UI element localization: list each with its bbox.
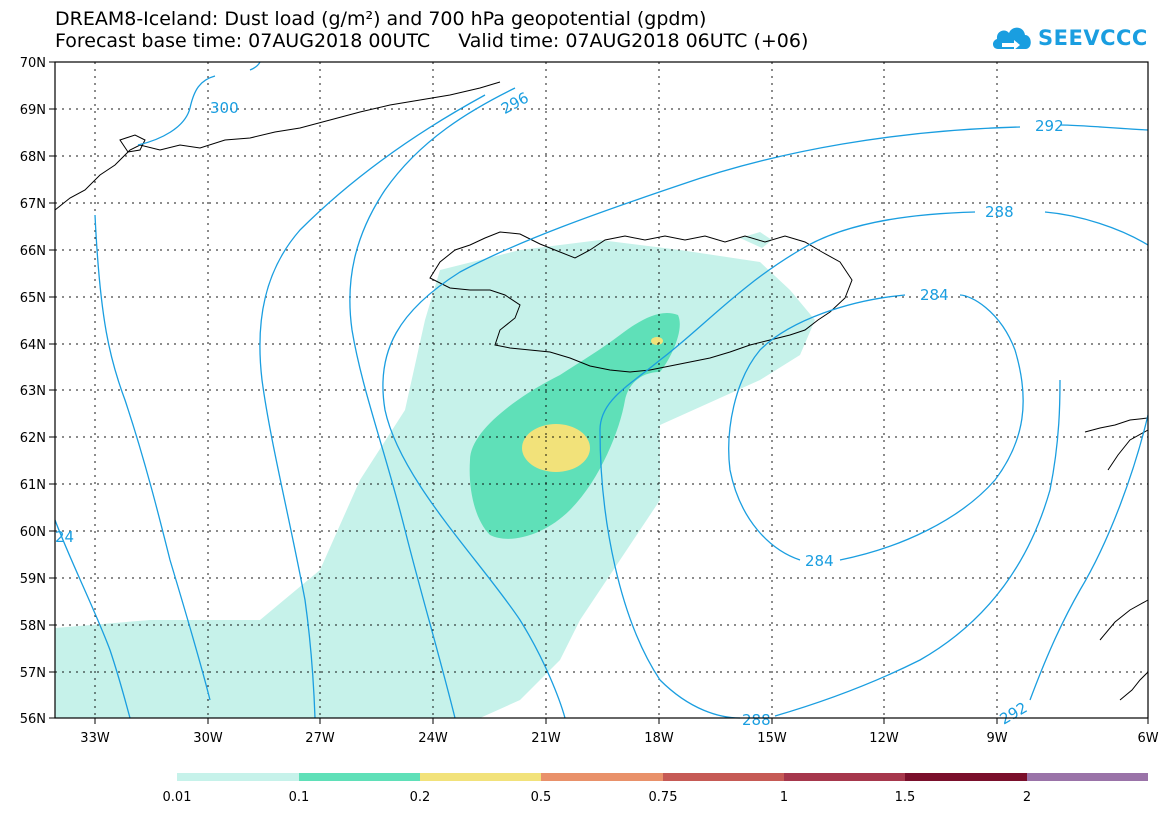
forecast-base-time: Forecast base time: 07AUG2018 00UTC	[55, 30, 431, 52]
colorbar-swatch	[905, 773, 1027, 781]
contour-label: 284	[805, 552, 834, 570]
lon-label: 9W	[986, 731, 1007, 746]
lat-label: 69N	[20, 103, 46, 118]
lat-label: 58N	[20, 619, 46, 634]
colorbar-tick-label: 0.75	[649, 790, 678, 805]
colorbar-tick-label: 2	[1023, 790, 1031, 805]
contour-label: 284	[920, 286, 949, 304]
dust-region-high	[522, 424, 590, 472]
greenland-coast	[54, 81, 501, 211]
lat-label: 64N	[20, 338, 46, 353]
lon-label: 21W	[531, 731, 561, 746]
contour-label: 24	[55, 528, 74, 546]
map-subtitle: Forecast base time: 07AUG2018 00UTC Valid…	[55, 31, 808, 51]
contour-label: 288	[985, 203, 1014, 221]
dust-region-low-east	[740, 232, 772, 248]
colorbar-swatch	[299, 773, 420, 781]
latitude-labels: 70N 69N 68N 67N 66N 65N 64N 63N 62N 61N …	[20, 56, 46, 727]
dust-region-high-small	[651, 337, 663, 345]
colorbar-swatch	[541, 773, 663, 781]
lat-label: 65N	[20, 291, 46, 306]
colorbar-swatch	[420, 773, 541, 781]
longitude-labels: 33W 30W 27W 24W 21W 18W 15W 12W 9W 6W	[80, 731, 1158, 746]
colorbar-tick-label: 0.2	[410, 790, 431, 805]
colorbar-tick-label: 0.5	[531, 790, 552, 805]
contour-label: 292	[1035, 117, 1064, 135]
lon-label: 15W	[757, 731, 787, 746]
lat-label: 62N	[20, 431, 46, 446]
colorbar-swatch	[784, 773, 905, 781]
contour-296	[94, 94, 486, 719]
lat-label: 60N	[20, 525, 46, 540]
lat-label: 66N	[20, 244, 46, 259]
lon-label: 27W	[305, 731, 335, 746]
contour-300-west	[54, 519, 131, 719]
lat-label: 63N	[20, 384, 46, 399]
tick-marks	[49, 61, 1149, 724]
contour-288	[599, 211, 1149, 719]
lon-label: 18W	[644, 731, 674, 746]
colorbar-tick-label: 1	[780, 790, 788, 805]
lat-label: 67N	[20, 197, 46, 212]
iceland-coast	[429, 231, 853, 373]
norway-coast	[1084, 417, 1149, 701]
lat-label: 57N	[20, 666, 46, 681]
contour-296-b	[349, 87, 516, 719]
graticule	[55, 62, 1148, 718]
lon-label: 33W	[80, 731, 110, 746]
colorbar-tick-label: 0.1	[289, 790, 310, 805]
lat-label: 68N	[20, 150, 46, 165]
lon-label: 24W	[418, 731, 448, 746]
lon-label: 30W	[193, 731, 223, 746]
logo-text: SEEVCCC	[1038, 26, 1148, 50]
map-title: DREAM8-Iceland: Dust load (g/m²) and 700…	[55, 8, 707, 30]
lat-label: 56N	[20, 712, 46, 727]
contour-label: 288	[742, 711, 771, 729]
colorbar-tick-label: 1.5	[895, 790, 916, 805]
contour-292	[382, 124, 1149, 719]
colorbar-tick-label: 0.01	[163, 790, 192, 805]
colorbar-swatch	[1027, 773, 1148, 781]
lon-label: 12W	[869, 731, 899, 746]
colorbar-swatch	[663, 773, 784, 781]
lat-label: 70N	[20, 56, 46, 71]
colorbar-swatch	[177, 773, 299, 781]
contour-label: 296	[498, 89, 532, 118]
dust-region-mid	[469, 312, 680, 539]
lon-label: 6W	[1137, 731, 1158, 746]
contour-label: 292	[997, 698, 1031, 728]
contour-300	[137, 61, 261, 146]
geopotential-contours	[54, 61, 1149, 719]
contour-label: 300	[210, 99, 239, 117]
dust-region-low	[55, 240, 815, 718]
cloud-logo-icon	[992, 27, 1031, 50]
contour-284	[728, 294, 1024, 561]
dust-load-shading	[55, 232, 815, 718]
colorbar: 0.01 0.1 0.2 0.5 0.75 1 1.5 2	[163, 773, 1148, 805]
lat-label: 61N	[20, 478, 46, 493]
lat-label: 59N	[20, 572, 46, 587]
valid-time: Valid time: 07AUG2018 06UTC (+06)	[458, 30, 809, 52]
seevccc-logo: SEEVCCC	[990, 18, 1148, 58]
